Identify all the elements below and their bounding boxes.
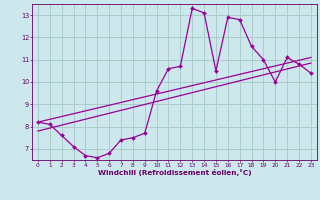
X-axis label: Windchill (Refroidissement éolien,°C): Windchill (Refroidissement éolien,°C) [98, 169, 251, 176]
